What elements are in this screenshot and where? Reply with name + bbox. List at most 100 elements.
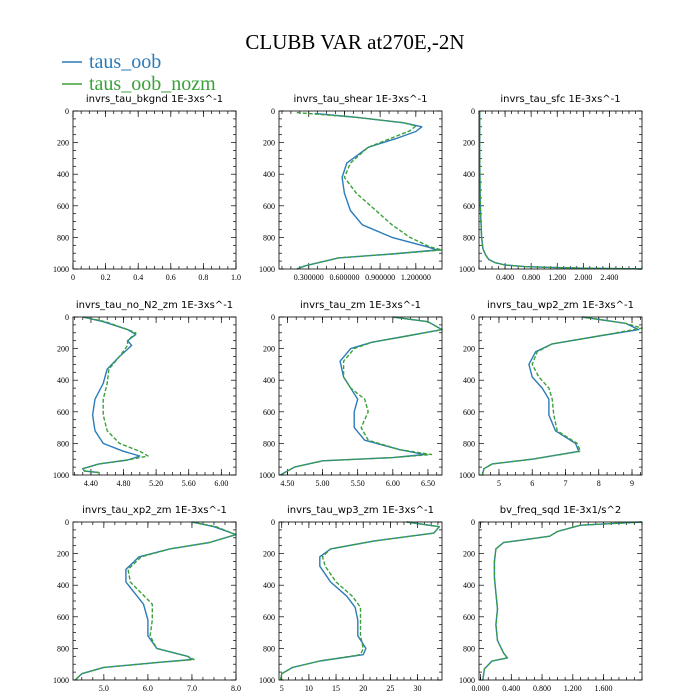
- series-line-taus-oob-nozm: [482, 521, 643, 681]
- figure-title: CLUBB VAR at270E,-2N: [245, 30, 464, 54]
- x-tick-label: 1.200000: [401, 273, 431, 282]
- x-tick-label: 0.8: [198, 273, 208, 282]
- x-tick-label: 6.00: [386, 479, 400, 488]
- plot-frame: [478, 110, 643, 270]
- series-line-taus-oob: [479, 111, 643, 270]
- series-line-taus-oob: [279, 521, 440, 681]
- y-tick-label: 800: [463, 233, 475, 242]
- y-tick-label: 200: [57, 550, 69, 559]
- x-tick-label: 25: [386, 684, 394, 693]
- series-line-taus-oob-nozm: [296, 111, 443, 270]
- panel-title: invrs_tau_sfc 1E-3xs^-1: [500, 94, 620, 105]
- series-line-taus-oob-nozm: [280, 316, 443, 476]
- plot-frame: [478, 521, 643, 681]
- plot-frame: [278, 110, 443, 270]
- panel-8: bv_freq_sqd 1E-3x1/s^2020040060080010000…: [459, 505, 643, 693]
- panel-title: bv_freq_sqd 1E-3x1/s^2: [500, 505, 622, 516]
- panel-title: invrs_tau_wp2_zm 1E-3xs^-1: [487, 300, 634, 311]
- x-tick-label: 0.300000: [294, 273, 324, 282]
- x-tick-label: 0.6: [166, 273, 176, 282]
- panel-title: invrs_tau_zm 1E-3xs^-1: [300, 300, 421, 311]
- y-tick-label: 600: [263, 613, 275, 622]
- x-tick-label: 6.00: [214, 479, 228, 488]
- panel-1: invrs_tau_shear 1E-3xs^-1 0 200 400 600 800 10…: [259, 94, 443, 282]
- y-tick-label: 0: [471, 313, 475, 322]
- plot-frame: [72, 110, 237, 270]
- y-tick-label: 1000: [259, 471, 275, 480]
- y-tick-label: 800: [263, 233, 275, 242]
- x-tick-label: 2.000: [574, 273, 592, 282]
- y-tick-label: 1000: [459, 265, 475, 274]
- x-tick-label: 20: [359, 684, 367, 693]
- panel-2: invrs_tau_sfc 1E-3xs^-1 0 200 400 600 800 1000…: [459, 94, 643, 282]
- y-tick-label: 200: [263, 139, 275, 148]
- y-tick-label: 0: [271, 313, 275, 322]
- x-tick-label: 0.2: [101, 273, 111, 282]
- plot-frame: [278, 521, 443, 681]
- x-tick-label: 0.800: [522, 273, 540, 282]
- panel-6: invrs_tau_xp2_zm 1E-3xs^-1 0 200 400 600 800 1…: [53, 505, 241, 693]
- y-tick-label: 800: [263, 644, 275, 653]
- legend-label-taus-oob-nozm: taus_oob_nozm: [89, 73, 216, 95]
- x-tick-label: 5: [280, 684, 284, 693]
- y-tick-label: 0: [65, 313, 69, 322]
- x-tick-label: 5.0: [99, 684, 109, 693]
- x-tick-label: 1.200: [548, 273, 566, 282]
- series-line-taus-oob: [296, 112, 438, 270]
- x-tick-label: 0.900000: [365, 273, 395, 282]
- series-line-taus-oob: [481, 316, 640, 476]
- series-line-taus-oob-nozm: [479, 111, 643, 270]
- y-tick-label: 400: [263, 170, 275, 179]
- x-tick-label: 5.60: [182, 479, 196, 488]
- panel-title: invrs_tau_bkgnd 1E-3xs^-1: [86, 94, 223, 105]
- y-tick-label: 0: [471, 518, 475, 527]
- y-tick-label: 400: [463, 581, 475, 590]
- y-tick-label: 0: [471, 107, 475, 116]
- y-tick-label: 1000: [53, 471, 69, 480]
- y-tick-label: 400: [57, 581, 69, 590]
- y-tick-label: 200: [263, 345, 275, 354]
- y-tick-label: 400: [263, 376, 275, 385]
- panel-title: invrs_tau_shear 1E-3xs^-1: [294, 94, 428, 105]
- panel-title: invrs_tau_no_N2_zm 1E-3xs^-1: [76, 300, 233, 311]
- x-tick-label: 0.400: [502, 684, 520, 693]
- y-tick-label: 400: [57, 170, 69, 179]
- y-tick-label: 400: [463, 170, 475, 179]
- x-tick-label: 2.400: [600, 273, 618, 282]
- y-tick-label: 1000: [53, 265, 69, 274]
- y-tick-label: 800: [57, 233, 69, 242]
- y-tick-label: 600: [57, 202, 69, 211]
- y-tick-label: 200: [57, 345, 69, 354]
- y-tick-label: 0: [65, 107, 69, 116]
- y-tick-label: 1000: [459, 676, 475, 685]
- x-tick-label: 6.0: [143, 684, 153, 693]
- legend: taus_oob taus_oob_nozm: [62, 51, 216, 95]
- panel-5: invrs_tau_wp2_zm 1E-3xs^-1 0 200 400 600 800 1…: [459, 300, 643, 488]
- y-tick-label: 600: [463, 613, 475, 622]
- y-tick-label: 800: [463, 644, 475, 653]
- x-tick-label: 7: [563, 479, 567, 488]
- x-tick-label: 8.0: [231, 684, 241, 693]
- y-tick-label: 1000: [259, 265, 275, 274]
- x-tick-label: 5: [497, 479, 501, 488]
- x-tick-label: 0.400: [496, 273, 514, 282]
- y-tick-label: 600: [263, 408, 275, 417]
- x-tick-label: 1.0: [231, 273, 241, 282]
- x-tick-label: 1.600: [595, 684, 613, 693]
- x-tick-label: 0.600000: [329, 273, 359, 282]
- series-line-taus-oob-nozm: [82, 316, 149, 474]
- y-tick-label: 800: [263, 439, 275, 448]
- y-tick-label: 1000: [259, 676, 275, 685]
- y-tick-label: 600: [263, 202, 275, 211]
- legend-label-taus-oob: taus_oob: [89, 51, 161, 73]
- y-tick-label: 600: [57, 613, 69, 622]
- x-tick-label: 6.50: [421, 479, 435, 488]
- panel-title: invrs_tau_wp3_zm 1E-3xs^-1: [287, 505, 434, 516]
- y-tick-label: 800: [463, 439, 475, 448]
- x-tick-label: 5.20: [149, 479, 163, 488]
- panel-4: invrs_tau_zm 1E-3xs^-1 0 200 400 600 800 1000 4…: [259, 300, 443, 488]
- series-line-taus-oob: [74, 521, 237, 681]
- y-tick-label: 0: [65, 518, 69, 527]
- plot-frame: [72, 521, 237, 681]
